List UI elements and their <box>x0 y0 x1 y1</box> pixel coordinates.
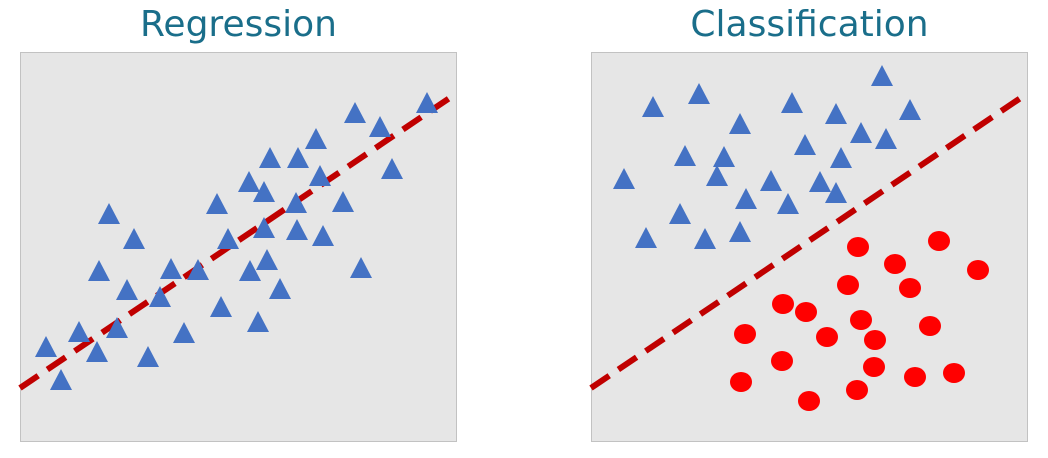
regression-panel <box>20 52 457 442</box>
classification-panel <box>591 52 1028 442</box>
classification-title: Classification <box>690 4 929 45</box>
regression-title: Regression <box>140 4 337 45</box>
